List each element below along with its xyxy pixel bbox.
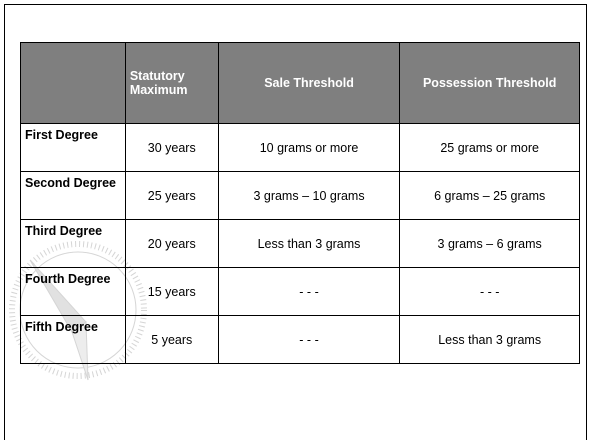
table-cell: 3 grams – 10 grams — [218, 172, 400, 220]
table-cell: 20 years — [125, 220, 218, 268]
header-cell: Statutory Maximum — [125, 43, 218, 124]
table-cell: 30 years — [125, 124, 218, 172]
header-cell: Sale Threshold — [218, 43, 400, 124]
header-cell: Possession Threshold — [400, 43, 580, 124]
table-cell: Less than 3 grams — [400, 316, 580, 364]
table-cell: 25 grams or more — [400, 124, 580, 172]
table-cell: - - - — [400, 268, 580, 316]
row-header: First Degree — [21, 124, 126, 172]
row-header: Second Degree — [21, 172, 126, 220]
table-cell: Less than 3 grams — [218, 220, 400, 268]
header-row: Statutory Maximum Sale Threshold Possess… — [21, 43, 580, 124]
row-header: Fourth Degree — [21, 268, 126, 316]
header-cell — [21, 43, 126, 124]
table-cell: 3 grams – 6 grams — [400, 220, 580, 268]
row-header: Third Degree — [21, 220, 126, 268]
table-cell: 6 grams – 25 grams — [400, 172, 580, 220]
row-header: Fifth Degree — [21, 316, 126, 364]
threshold-table: Statutory Maximum Sale Threshold Possess… — [20, 42, 580, 364]
table-cell: - - - — [218, 316, 400, 364]
table-cell: 15 years — [125, 268, 218, 316]
table-cell: 10 grams or more — [218, 124, 400, 172]
page: {"table": { "header": ["Statutory Maximu… — [0, 0, 591, 444]
table-cell: - - - — [218, 268, 400, 316]
table-cell: 25 years — [125, 172, 218, 220]
table-cell: 5 years — [125, 316, 218, 364]
